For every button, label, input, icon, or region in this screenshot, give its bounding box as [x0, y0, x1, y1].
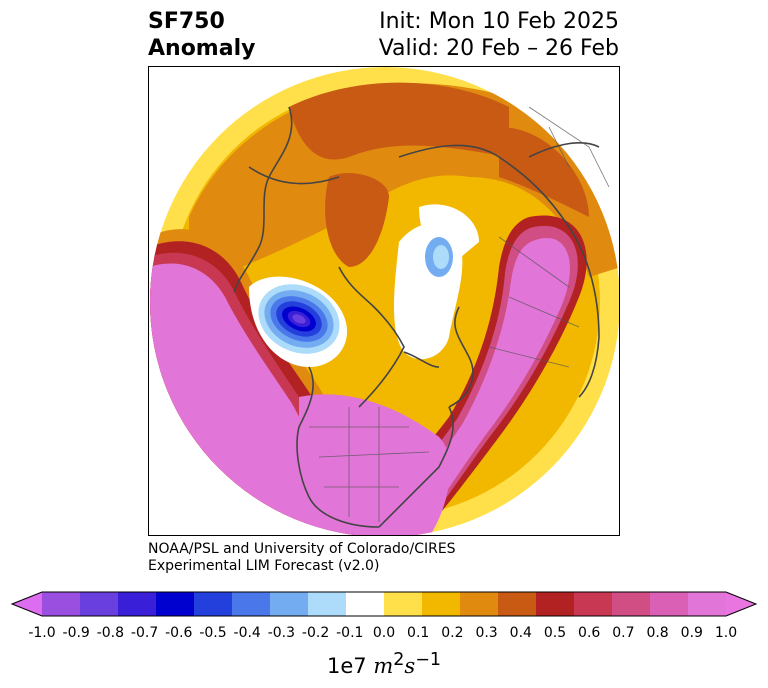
colorbar-tick-label: -0.5: [199, 625, 227, 641]
colorbar-tick-label: 0.1: [407, 625, 430, 641]
map-title: SF750 Anomaly: [148, 8, 255, 62]
colorbar-tick-label: 0.4: [509, 625, 532, 641]
colorbar-tick-label: 0.3: [475, 625, 498, 641]
colorbar-tick-label: -1.0: [28, 625, 56, 641]
colorbar-tick-label: -0.4: [233, 625, 261, 641]
colorbar-cell: [422, 592, 461, 616]
colorbar-cell: [650, 592, 689, 616]
field-0.9-east: [377, 238, 570, 535]
colorbar-cell: [688, 592, 727, 616]
colorbar-cell: [536, 592, 575, 616]
colorbar-tick-label: -0.9: [62, 625, 90, 641]
colorbar-tick-label: 0.2: [441, 625, 464, 641]
colorbar: [10, 591, 758, 617]
unit-s: s: [404, 654, 416, 678]
anomaly-field: [150, 67, 619, 535]
unit-base: 1e7: [327, 654, 367, 678]
forecast-dates: Init: Mon 10 Feb 2025 Valid: 20 Feb – 26…: [379, 8, 619, 62]
colorbar-cell: [498, 592, 537, 616]
unit-m: m: [373, 654, 394, 678]
unit-exp-1: 2: [393, 650, 405, 670]
colorbar-extend-low: [12, 592, 42, 616]
colorbar-unit-label: 1e7 m2s−1: [0, 646, 768, 680]
colorbar-cell: [308, 592, 347, 616]
colorbar-tick-label: 0.7: [612, 625, 635, 641]
colorbar-cell: [270, 592, 309, 616]
field-neg-0.8: [292, 314, 306, 324]
credit-line-1: NOAA/PSL and University of Colorado/CIRE…: [148, 541, 456, 557]
field-0.4-canada-arctic: [499, 127, 589, 217]
field-0.4-siberia: [325, 173, 389, 267]
colorbar-cell: [460, 592, 499, 616]
credit-text: NOAA/PSL and University of Colorado/CIRE…: [148, 541, 456, 575]
colorbar-tick-label: -0.2: [301, 625, 330, 641]
field-kind: Anomaly: [148, 36, 256, 61]
coastlines: [233, 106, 600, 528]
colorbar-tick-label: 0.5: [543, 625, 567, 641]
colorbar-cell: [42, 592, 81, 616]
colorbar-tick-label: -0.7: [130, 625, 159, 641]
colorbar-outline: [10, 591, 758, 617]
colorbar-cell: [612, 592, 651, 616]
political-borders: [309, 106, 610, 522]
credit-line-2: Experimental LIM Forecast (v2.0): [148, 558, 380, 574]
polar-map: [148, 66, 620, 536]
colorbar-cell: [118, 592, 157, 616]
unit-exp-2: −1: [415, 650, 441, 670]
colorbar-cell: [346, 592, 385, 616]
valid-range: Valid: 20 Feb – 26 Feb: [378, 36, 619, 61]
colorbar-cell: [574, 592, 613, 616]
colorbar-cell: [384, 592, 423, 616]
field-0.9-north-america: [299, 394, 450, 535]
colorbar-tick-label: 0.8: [646, 625, 669, 641]
variable-name: SF750: [148, 9, 225, 34]
colorbar-cell: [80, 592, 119, 616]
colorbar-cell: [232, 592, 271, 616]
field-0.4-north: [289, 82, 509, 160]
colorbar-ticks: -1.0 -0.9 -0.8 -0.7 -0.6 -0.5 -0.4 -0.3 -0.2 -0.1…: [0, 624, 768, 644]
colorbar-tick-label: 0.9: [680, 625, 703, 641]
colorbar-cell: [156, 592, 195, 616]
anomaly-map-svg: [150, 67, 619, 535]
colorbar-tick-label: 0.6: [578, 625, 601, 641]
field-neg-0.2-arctic: [433, 245, 449, 269]
colorbar-tick-label: -0.6: [165, 625, 193, 641]
colorbar-tick-label: 0.0: [372, 625, 396, 641]
colorbar-extend-high: [726, 592, 756, 616]
colorbar-tick-label: -0.3: [267, 625, 296, 641]
colorbar-tick-label: 1.0: [714, 625, 738, 641]
init-date: Init: Mon 10 Feb 2025: [379, 9, 619, 34]
colorbar-tick-label: -0.1: [336, 625, 364, 641]
colorbar-cell: [194, 592, 233, 616]
colorbar-tick-label: -0.8: [96, 625, 125, 641]
